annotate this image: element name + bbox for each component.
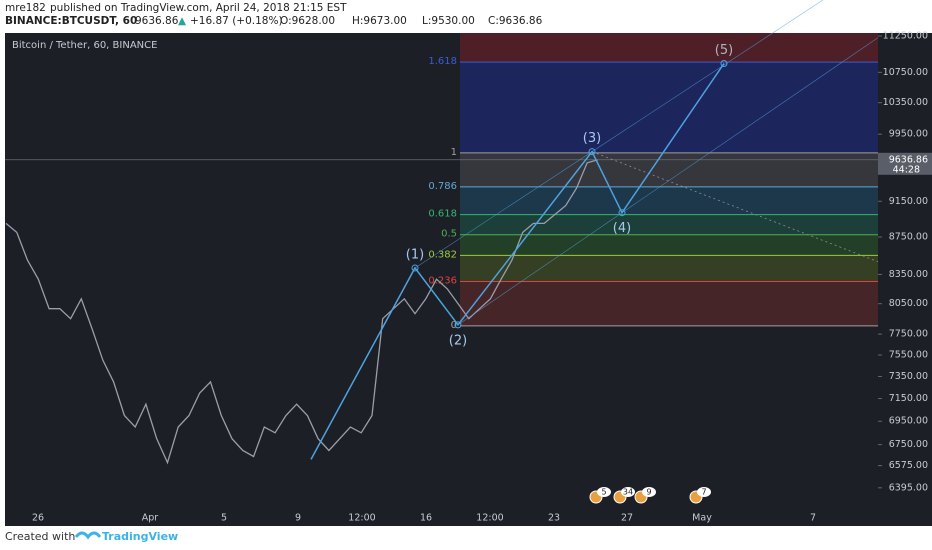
price-line [5, 159, 599, 465]
x-tick-label: 9 [295, 513, 301, 524]
countdown: 44:28 [893, 164, 920, 175]
arrow: ▲ [178, 15, 187, 27]
event-badge [621, 487, 635, 497]
x-tick-label: 16 [420, 513, 432, 524]
channel-line [414, 0, 824, 269]
high: H:9673.00 [352, 15, 407, 27]
wave-point [411, 264, 419, 272]
wave-point [588, 148, 596, 156]
fib-label: 0.618 [428, 209, 457, 220]
y-tick-label: 9150.00 [889, 196, 928, 207]
y-tick-label: 7350.00 [889, 371, 928, 382]
fib-zone [460, 33, 878, 63]
logo [74, 531, 102, 540]
y-tick-label: 8050.00 [889, 298, 928, 309]
footer-brand[interactable]: TradingView [102, 530, 178, 543]
y-tick-label: 7150.00 [889, 393, 928, 404]
y-tick-label: 8350.00 [889, 269, 928, 280]
x-tick-label: 7 [810, 513, 816, 524]
close: C:9636.86 [488, 15, 543, 27]
fib-zone [460, 281, 878, 326]
symbol: BINANCE:BTCUSDT, 60 [5, 15, 137, 27]
footer-created: Created with [5, 530, 75, 543]
wave-label: (1) [406, 247, 424, 262]
fib-label: 0.5 [441, 229, 457, 240]
event-count: 7 [701, 488, 706, 497]
y-tick-label: 10750.00 [883, 67, 928, 78]
fib-zone [460, 186, 878, 215]
low: L:9530.00 [422, 15, 475, 27]
y-tick-label: 8750.00 [889, 232, 928, 243]
x-tick-label: 5 [221, 513, 227, 524]
wave-point [618, 209, 626, 217]
wave-point [720, 59, 728, 67]
last-price-tag [878, 152, 932, 175]
y-tick-label: 6395.00 [889, 482, 928, 493]
event-count: 9 [646, 488, 651, 497]
last-price-label: 9636.86 [889, 154, 928, 165]
y-tick-label: 6575.00 [889, 460, 928, 471]
x-tick-label: 12:00 [476, 513, 503, 524]
event-badge [642, 487, 656, 497]
price: 9636.86 [135, 15, 179, 27]
y-tick-label: 6750.00 [889, 439, 928, 450]
x-tick-label: 26 [32, 513, 44, 524]
fib-label: 0.786 [428, 181, 457, 192]
fib-zone [460, 62, 878, 153]
wave-label: (4) [613, 221, 631, 236]
fib-label: 1 [451, 147, 457, 158]
open: O:9628.00 [280, 15, 335, 27]
y-tick-label: 7550.00 [889, 349, 928, 360]
fib-zone [460, 255, 878, 282]
fib-label: 0 [451, 320, 457, 331]
wave-line [310, 63, 725, 460]
fib-zone [460, 234, 878, 256]
fib-zone [460, 214, 878, 235]
chart-title: Bitcoin / Tether, 60, BINANCE [12, 40, 157, 51]
x-tick-label: 23 [548, 513, 560, 524]
event-count: 34 [623, 488, 633, 497]
event-badge [697, 487, 711, 497]
event-count: 5 [601, 488, 606, 497]
price-axis [878, 33, 932, 510]
y-tick-label: 7750.00 [889, 329, 928, 340]
published: published on TradingView.com, April 24, … [50, 2, 347, 14]
y-tick-label: 10350.00 [883, 97, 928, 108]
fib-label: 1.618 [428, 56, 457, 67]
author: mre182 [5, 2, 46, 14]
x-tick-label: 12:00 [348, 513, 375, 524]
plot: 1.618 1 0.786 0.618 0.5 0.382 0.236 0 (1) (2) (3) (… [5, 0, 879, 465]
fib-zone [460, 152, 878, 187]
fib-label: 0.382 [428, 249, 457, 260]
event-badge [597, 487, 611, 497]
fib-label: 0.236 [428, 276, 457, 287]
x-tick-label: 27 [621, 513, 633, 524]
y-tick-label: 11250.00 [883, 30, 928, 41]
wave-label: (5) [715, 43, 733, 58]
projection-line [591, 151, 879, 263]
time-axis [5, 510, 932, 526]
x-tick-label: Apr [142, 513, 159, 524]
x-tick-label: May [692, 513, 712, 524]
wave-point [454, 321, 462, 329]
wave-label: (2) [449, 333, 467, 348]
wave-label: (3) [583, 131, 601, 146]
y-tick-label: 9950.00 [889, 129, 928, 140]
change: +16.87 (+0.18%) [190, 15, 283, 27]
y-tick-label: 6950.00 [889, 416, 928, 427]
